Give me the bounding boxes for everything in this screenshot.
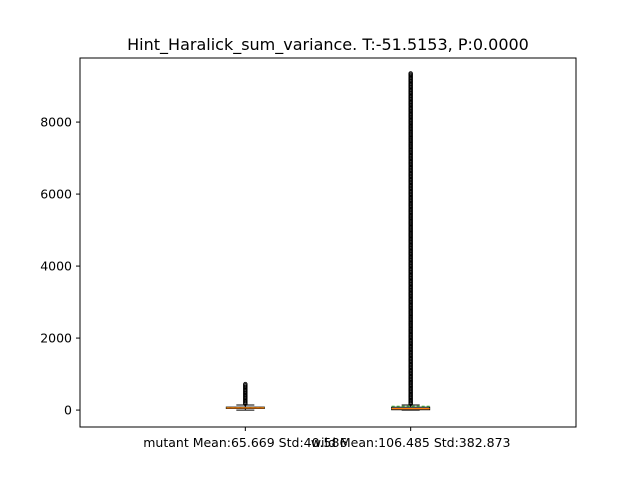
y-tick-label: 2000 bbox=[40, 331, 72, 346]
x-tick-label: wild Mean:106.485 Std:382.873 bbox=[311, 435, 511, 450]
outlier-point bbox=[408, 71, 413, 76]
outlier-points bbox=[243, 381, 248, 407]
box-wild bbox=[391, 71, 431, 411]
y-axis: 0 2000 4000 6000 8000 bbox=[40, 115, 80, 418]
box-mutant bbox=[225, 381, 265, 411]
outlier-points bbox=[408, 71, 413, 407]
y-tick-label: 8000 bbox=[40, 115, 72, 130]
y-tick-label: 4000 bbox=[40, 259, 72, 274]
outlier-point bbox=[243, 381, 248, 387]
x-tick-label: mutant Mean:65.669 Std:40.586 bbox=[143, 435, 347, 450]
y-tick-label: 6000 bbox=[40, 187, 72, 202]
y-tick-label: 0 bbox=[64, 403, 72, 418]
plot-frame bbox=[79, 57, 577, 428]
chart-title: Hint_Haralick_sum_variance. T:-51.5153, … bbox=[127, 35, 529, 55]
boxes bbox=[225, 71, 431, 411]
